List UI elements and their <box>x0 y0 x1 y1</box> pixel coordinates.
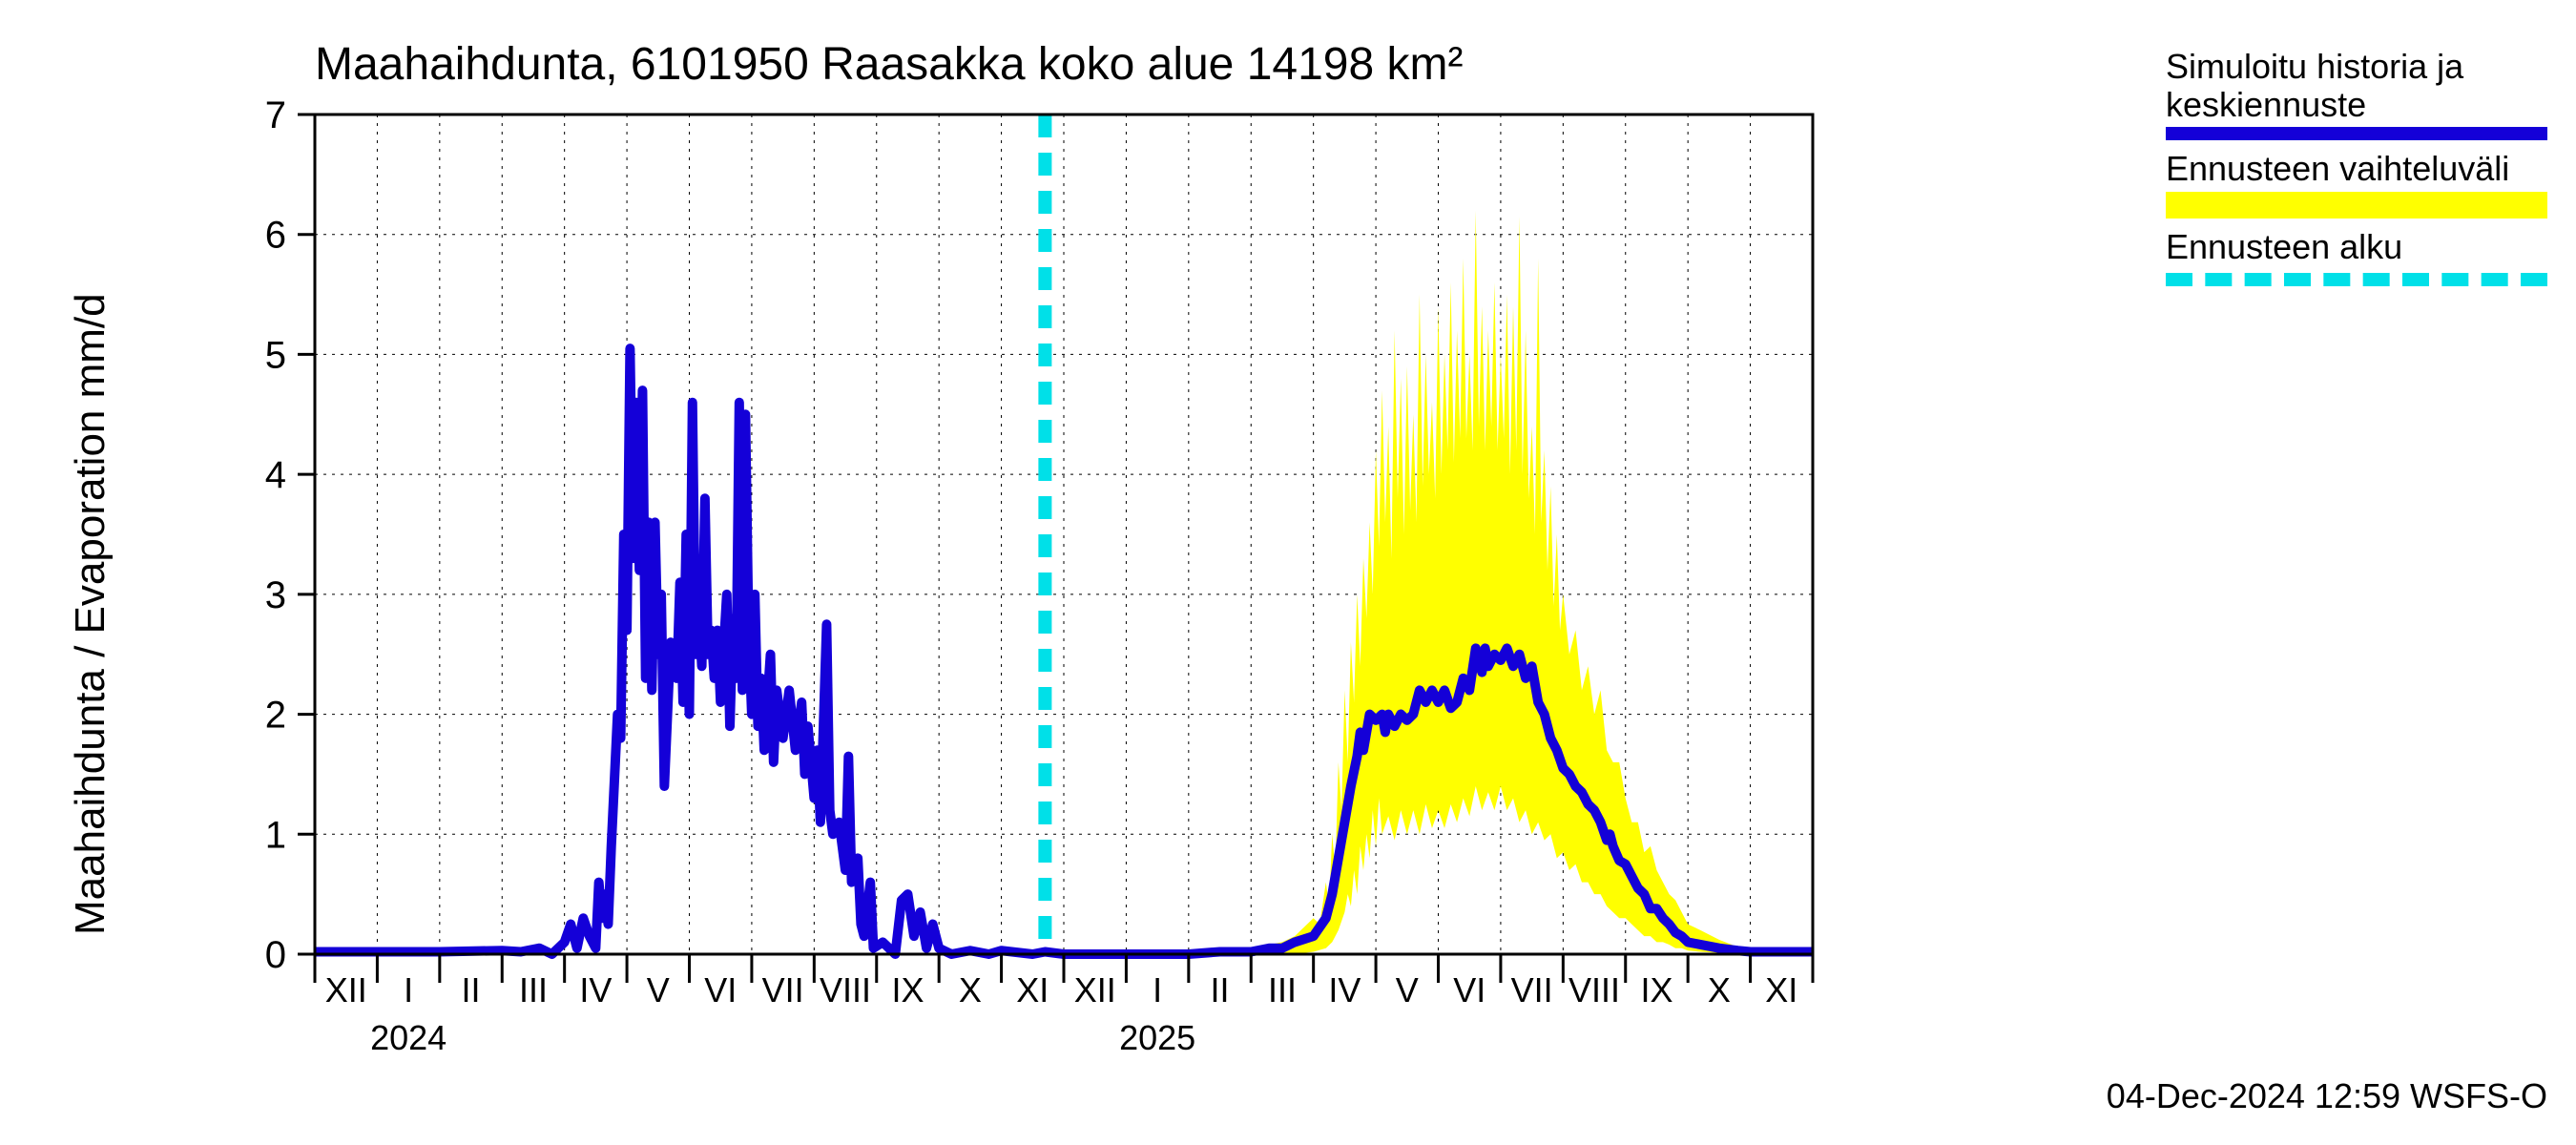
x-tick-label: II <box>1211 970 1230 1010</box>
x-tick-label: V <box>647 970 670 1010</box>
x-tick-label: IX <box>1640 970 1672 1010</box>
y-tick-label: 6 <box>265 215 286 257</box>
y-tick-label: 1 <box>265 814 286 856</box>
x-tick-label: X <box>959 970 982 1010</box>
y-tick-label: 7 <box>265 94 286 136</box>
x-tick-label: I <box>404 970 413 1010</box>
x-tick-label: VIII <box>820 970 871 1010</box>
x-tick-label: IV <box>579 970 612 1010</box>
x-tick-label: III <box>1268 970 1297 1010</box>
x-tick-label: VI <box>1453 970 1485 1010</box>
x-year-label: 2024 <box>370 1018 447 1057</box>
x-tick-label: XII <box>1074 970 1116 1010</box>
x-tick-label: I <box>1153 970 1162 1010</box>
x-tick-label: XI <box>1016 970 1049 1010</box>
x-tick-label: VII <box>762 970 804 1010</box>
x-tick-label: VI <box>704 970 737 1010</box>
x-tick-label: VIII <box>1568 970 1620 1010</box>
y-tick-label: 3 <box>265 574 286 616</box>
page-root: Maahaihdunta, 6101950 Raasakka koko alue… <box>0 0 2576 1145</box>
chart-svg: 01234567XIIIIIIIIIVVVIVIIVIIIIXXXIXIIIII… <box>0 0 2576 1145</box>
y-tick-label: 5 <box>265 334 286 376</box>
x-tick-label: VII <box>1511 970 1553 1010</box>
x-tick-label: II <box>462 970 481 1010</box>
x-tick-label: IX <box>891 970 924 1010</box>
x-tick-label: XII <box>325 970 367 1010</box>
y-tick-label: 0 <box>265 934 286 976</box>
x-tick-label: IV <box>1328 970 1361 1010</box>
x-tick-label: X <box>1708 970 1731 1010</box>
y-tick-label: 4 <box>265 454 286 496</box>
y-tick-label: 2 <box>265 695 286 737</box>
x-tick-label: III <box>519 970 548 1010</box>
x-tick-label: V <box>1396 970 1419 1010</box>
x-year-label: 2025 <box>1119 1018 1195 1057</box>
x-tick-label: XI <box>1765 970 1797 1010</box>
